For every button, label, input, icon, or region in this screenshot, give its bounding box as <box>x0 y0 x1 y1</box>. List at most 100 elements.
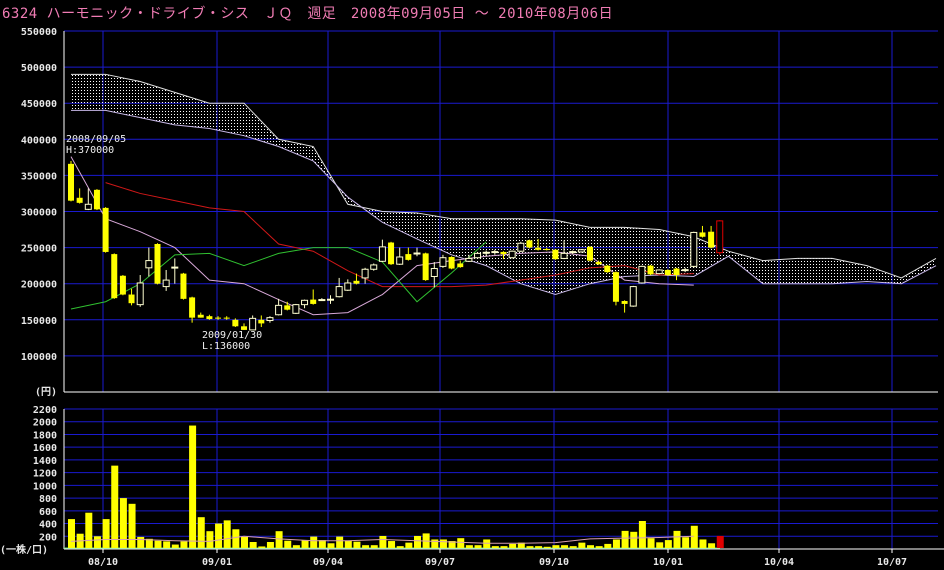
volume-unit-label: (一株/口) <box>0 543 48 556</box>
volume-bar <box>284 540 292 548</box>
candle-body <box>310 299 317 304</box>
candle <box>439 254 447 268</box>
candle-body <box>655 269 663 275</box>
date-tick-label: 10/07 <box>877 557 907 568</box>
candle <box>508 250 516 259</box>
annotation-label: H:370000 <box>66 145 114 156</box>
volume-bar <box>621 530 629 548</box>
volume-tick-label: 1400 <box>33 456 57 467</box>
date-tick-label: 09/10 <box>539 557 569 568</box>
volume-bar <box>388 541 396 548</box>
volume-bar <box>93 536 101 548</box>
volume-bar <box>552 545 560 548</box>
volume-bar <box>128 503 136 548</box>
volume-bar <box>68 519 75 548</box>
volume-bar <box>189 425 197 548</box>
candle-body <box>629 286 637 307</box>
candle-body <box>223 317 230 319</box>
candle <box>206 314 213 320</box>
volume-bar <box>509 543 517 548</box>
candle <box>284 301 291 311</box>
volume-bar <box>318 540 326 548</box>
volume-bar <box>197 517 205 548</box>
candle-body <box>145 260 153 269</box>
volume-bar <box>439 539 447 548</box>
candle-body <box>327 298 334 301</box>
candle-body <box>699 232 706 237</box>
candle-body <box>353 280 360 284</box>
ichimoku-cloud <box>71 73 937 296</box>
volume-bar <box>180 541 188 548</box>
candle-body <box>465 257 473 262</box>
candle-body <box>361 268 369 279</box>
candle-body <box>388 242 395 265</box>
candle-body <box>535 247 542 250</box>
candle-body <box>500 251 507 255</box>
volume-bar <box>111 465 119 548</box>
date-tick-label: 10/01 <box>653 557 683 568</box>
candle-body <box>457 263 464 268</box>
candle <box>569 250 577 255</box>
candle-body <box>508 250 516 259</box>
volume-bar <box>405 542 413 548</box>
candle <box>310 289 317 305</box>
candle-body <box>370 264 378 270</box>
volume-bar <box>275 531 283 548</box>
candle <box>517 241 525 252</box>
candle <box>673 267 680 281</box>
volume-bar <box>232 529 240 548</box>
axis-labels: 550000 500000 450000 400000 350000 300000 2500… <box>0 27 907 568</box>
volume-bar <box>647 538 655 548</box>
candle <box>136 275 144 307</box>
candle-body <box>621 301 628 304</box>
volume-bar <box>431 539 439 548</box>
volume-bar <box>353 541 361 548</box>
volume-bars <box>68 425 724 548</box>
volume-bar <box>612 539 620 548</box>
candle-body <box>552 249 559 260</box>
volume-bar <box>457 538 465 548</box>
candle-body <box>413 252 421 255</box>
candle <box>543 247 550 251</box>
candle <box>353 273 360 285</box>
candle-body <box>154 243 161 284</box>
price-tick-label: 100000 <box>21 352 57 363</box>
volume-bar <box>604 543 612 548</box>
volume-bar <box>630 531 638 548</box>
candle-body <box>76 197 83 203</box>
candle-body <box>430 268 438 277</box>
candle <box>301 299 309 309</box>
volume-bar <box>206 531 214 548</box>
candle <box>378 239 386 263</box>
candle <box>629 285 637 307</box>
volume-tick-label: 1600 <box>33 443 57 454</box>
candle-body <box>647 265 654 275</box>
volume-bar <box>690 525 698 548</box>
candle-body <box>102 207 109 252</box>
candle-body <box>577 249 585 253</box>
volume-tick-label: 400 <box>39 520 57 531</box>
candle <box>448 256 455 270</box>
candle-body <box>448 256 455 269</box>
cloud-span-b-line <box>71 109 937 296</box>
annotation-date: 2008/09/05 <box>66 134 126 145</box>
candle <box>388 241 395 265</box>
volume-bar <box>638 521 646 548</box>
candle-body <box>405 254 412 260</box>
volume-bar <box>561 545 569 548</box>
candle-body <box>664 269 671 276</box>
volume-bar <box>171 544 179 548</box>
price-tick-label: 250000 <box>21 244 57 255</box>
candle <box>604 264 611 273</box>
volume-bar <box>474 545 482 548</box>
candle-body <box>716 220 724 254</box>
candle-body <box>232 319 239 327</box>
volume-bar <box>249 542 257 548</box>
candle <box>318 298 326 302</box>
candle <box>535 238 542 251</box>
candle <box>621 300 628 313</box>
volume-bar <box>673 530 681 548</box>
candle <box>93 189 100 211</box>
candle <box>430 262 438 288</box>
candle-body <box>604 265 611 273</box>
